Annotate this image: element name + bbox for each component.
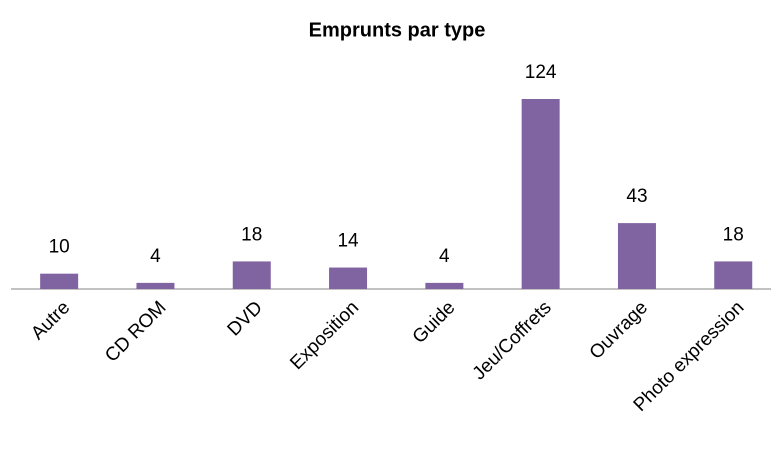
x-tick-label: Guide [409,297,460,348]
bar [40,273,79,289]
data-label: 18 [723,224,744,245]
x-tick-label: Jeu/Coffrets [469,297,556,384]
data-label: 18 [241,224,262,245]
data-label: 4 [439,246,450,267]
data-label: 10 [49,237,70,258]
bar [521,99,560,289]
x-tick-label: DVD [224,297,267,340]
bar [232,261,271,289]
x-tick-label: CD ROM [101,297,170,366]
x-tick-label: Ouvrage [586,297,652,363]
chart-title: Emprunts par type [309,19,486,41]
x-tick-label: Exposition [286,297,363,374]
bar [136,282,175,289]
data-label: 4 [150,246,161,267]
bar [714,261,753,289]
data-label: 14 [337,231,359,252]
x-tick-label: Autre [27,297,74,344]
bar [329,267,368,289]
data-label: 124 [525,62,557,83]
bar [425,282,464,289]
bar [617,223,656,289]
data-label: 43 [626,186,647,207]
